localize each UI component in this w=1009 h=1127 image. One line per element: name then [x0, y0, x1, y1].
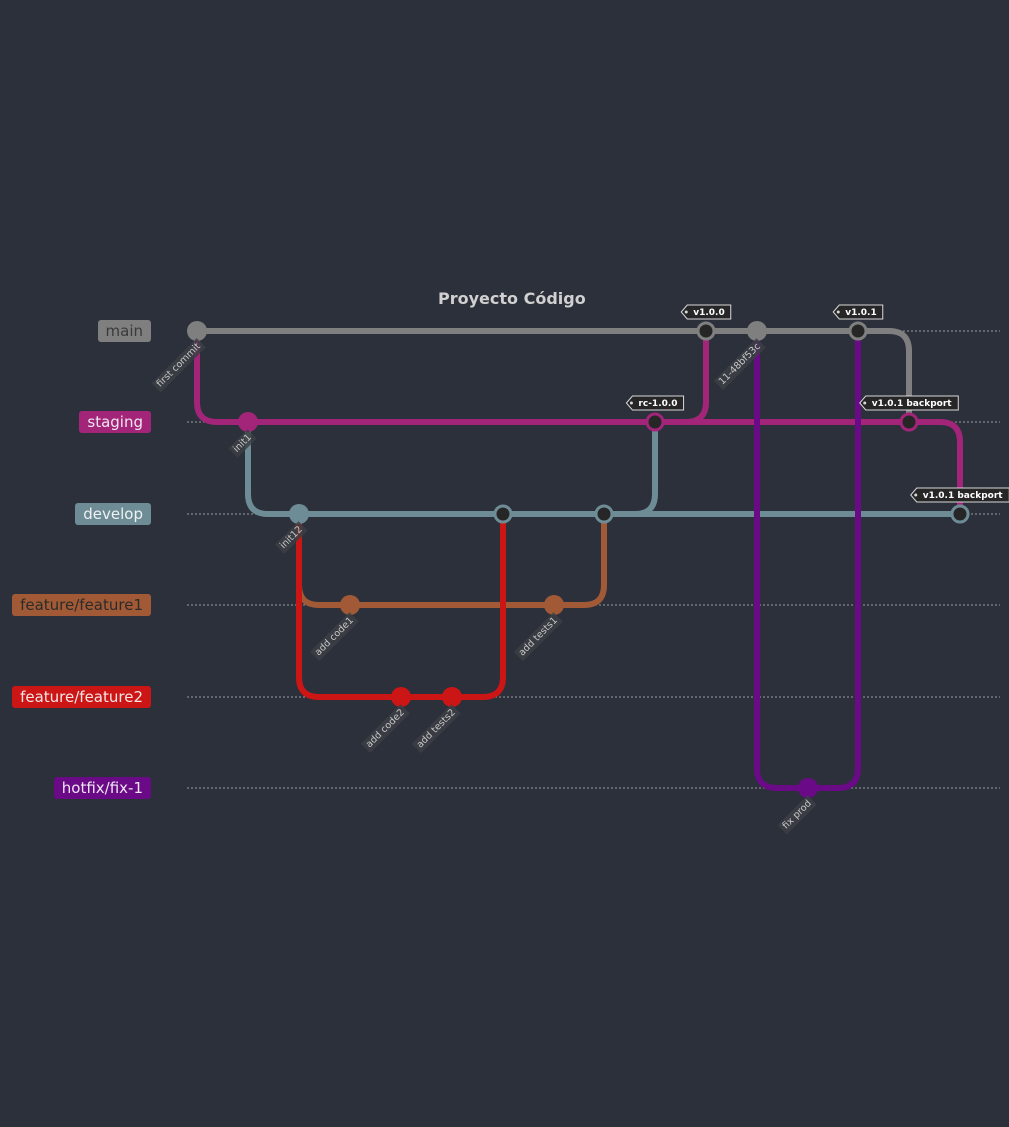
branch-label-feature1: feature/feature1: [12, 594, 151, 616]
commit-label-bg: [777, 795, 817, 835]
edge-c2-c3: [296, 511, 353, 608]
merge-commit-node[interactable]: [493, 504, 513, 524]
tag-hole: [629, 401, 633, 405]
edge-c12-c13: [805, 328, 861, 791]
merge-commit-node[interactable]: [950, 504, 970, 524]
commit-label-text: add tests1: [517, 615, 560, 658]
commit-node[interactable]: [289, 504, 309, 524]
commit-node[interactable]: [798, 778, 818, 798]
tag-v1-0-1: v1.0.1: [832, 304, 884, 320]
tag-v1-0-1-backport: v1.0.1 backport: [859, 395, 959, 411]
commit-label: add code2: [361, 704, 410, 753]
commit-label-bg: [411, 704, 461, 754]
edge-c8-c9: [601, 419, 658, 517]
commit-node[interactable]: [340, 595, 360, 615]
commit-label: add tests1: [513, 612, 563, 662]
commit-node[interactable]: [238, 412, 258, 432]
merge-commit-node[interactable]: [899, 412, 919, 432]
tag-label-text: rc-1.0.0: [638, 399, 677, 409]
commit-label-bg: [228, 429, 257, 458]
tag-label-text: v1.0.1 backport: [923, 491, 1004, 501]
tag-v1-0-0: v1.0.0: [680, 304, 732, 320]
tag-shape: [859, 395, 959, 411]
commit-label-bg: [151, 338, 206, 393]
commit-label-text: fix prod: [781, 798, 814, 831]
tag-hole: [863, 401, 867, 405]
branch-label-main: main: [97, 320, 151, 342]
commit-label: fix prod: [777, 795, 817, 835]
tag-hole: [836, 310, 840, 314]
tag-v1-0-1-backport: v1.0.1 backport: [910, 487, 1009, 503]
tag-shape: [910, 487, 1009, 503]
edge-c13-c14: [855, 328, 912, 425]
commit-node[interactable]: [442, 687, 462, 707]
tag-label-text: v1.0.1 backport: [872, 399, 953, 409]
edge-c2-c4: [296, 511, 404, 700]
merge-commit-node[interactable]: [645, 412, 665, 432]
diagram-title: Proyecto Código: [438, 289, 586, 308]
merge-commit-node[interactable]: [848, 321, 868, 341]
commit-label: init12: [275, 521, 308, 554]
edge-c14-c15: [906, 419, 963, 517]
branch-label-develop: develop: [75, 503, 151, 525]
commit-label-bg: [713, 338, 766, 391]
merge-commit-node[interactable]: [594, 504, 614, 524]
edge-c9-c10: [652, 328, 709, 425]
edge-c11-c12: [754, 328, 811, 791]
edge-c1-c2: [245, 419, 302, 517]
commit-label-bg: [513, 612, 563, 662]
edge-c5-c6: [449, 511, 506, 700]
tag-label-text: v1.0.0: [693, 308, 725, 318]
commit-node[interactable]: [391, 687, 411, 707]
tag-hole: [684, 310, 688, 314]
tag-hole: [914, 493, 918, 497]
branch-label-feature2: feature/feature2: [12, 686, 151, 708]
tag-shape: [680, 304, 732, 320]
edge-c7-c8: [551, 511, 607, 608]
commit-node[interactable]: [187, 321, 207, 341]
merge-commit-node[interactable]: [696, 321, 716, 341]
tag-shape: [625, 395, 685, 411]
commit-node[interactable]: [544, 595, 564, 615]
commit-label-bg: [310, 612, 359, 661]
commit-label-text: add code1: [313, 615, 356, 658]
edge-c0-c1: [194, 328, 251, 425]
commit-label: init1: [228, 429, 257, 458]
tag-shape: [832, 304, 884, 320]
commit-label-text: add tests2: [415, 707, 458, 750]
commit-label: add tests2: [411, 704, 461, 754]
commit-label-text: add code2: [364, 707, 407, 750]
tag-rc-1-0-0: rc-1.0.0: [625, 395, 685, 411]
branch-label-staging: staging: [79, 411, 151, 433]
commit-label-bg: [361, 704, 410, 753]
tag-label-text: v1.0.1: [845, 308, 877, 318]
commit-label: add code1: [310, 612, 359, 661]
commit-label-bg: [275, 521, 308, 554]
commit-node[interactable]: [747, 321, 767, 341]
branch-label-hotfix: hotfix/fix-1: [53, 777, 151, 799]
